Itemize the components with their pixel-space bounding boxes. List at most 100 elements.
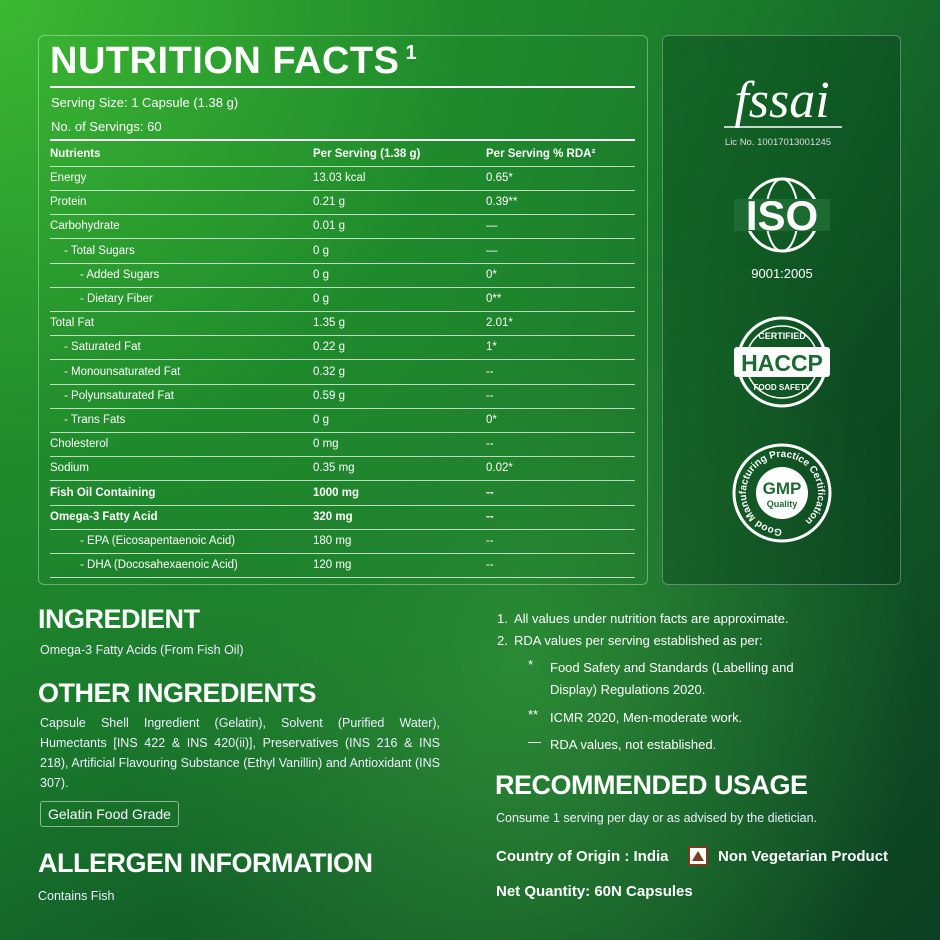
cell: 0.35 mg — [313, 462, 355, 475]
cell: Energy — [50, 172, 87, 184]
cell: 0* — [486, 414, 497, 426]
cell: - DHA (Docosahexaenoic Acid) — [80, 559, 238, 572]
note-text: All values under nutrition facts are app… — [514, 611, 789, 626]
gmp-text: GMP — [763, 479, 802, 498]
cell: - Monounsaturated Fat — [64, 365, 181, 378]
title-text: NUTRITION FACTS — [50, 40, 400, 82]
header-cell: Nutrients — [50, 148, 101, 160]
serving-size: Serving Size: 1 Capsule (1.38 g) — [51, 95, 239, 110]
cell: 1.35 g — [313, 317, 345, 330]
cell: - Total Sugars — [64, 244, 135, 257]
cell: 0** — [486, 293, 502, 305]
note-text: RDA values per serving established as pe… — [514, 633, 763, 648]
note-text: Food Safety and Standards (Labelling and… — [550, 660, 794, 697]
cell: 1* — [486, 341, 497, 354]
allergen-text: Contains Fish — [38, 889, 115, 903]
note-marker: 1. — [497, 611, 508, 626]
table-row: - Total Sugars 0 g — — [50, 239, 635, 264]
cell: 0.01 g — [313, 220, 345, 233]
cell: 0 g — [313, 293, 329, 305]
allergen-title: ALLERGEN INFORMATION — [38, 848, 373, 878]
note-text: RDA values, not established. — [550, 737, 717, 752]
cell: -- — [486, 486, 494, 499]
table-row: Fish Oil Containing 1000 mg -- — [50, 481, 635, 506]
cell: - Polyunsaturated Fat — [64, 389, 174, 402]
diet: Non Vegetarian Product — [718, 848, 889, 865]
quantity: Net Quantity: 60N Capsules — [496, 883, 693, 900]
note-marker: 2. — [497, 633, 508, 648]
cell: - EPA (Eicosapentaenoic Acid) — [80, 535, 236, 547]
fssai-license: Lic No. 10017013001245 — [725, 137, 831, 148]
cell: 0.65* — [486, 172, 513, 184]
cell: 0.32 g — [313, 365, 345, 378]
cell: 0 mg — [313, 438, 339, 451]
ingredient-text: Omega-3 Fatty Acids (From Fish Oil) — [40, 643, 244, 657]
cell: -- — [486, 535, 494, 547]
cell: 0.59 g — [313, 389, 345, 402]
table-row: - Added Sugars 0 g 0* — [50, 263, 635, 288]
cell: Fish Oil Containing — [50, 486, 156, 499]
gmp-sub: Quality — [767, 499, 798, 509]
cell: -- — [486, 389, 494, 402]
cell: 0.22 g — [313, 341, 345, 354]
servings: No. of Servings: 60 — [51, 119, 162, 134]
cell: Carbohydrate — [50, 220, 120, 233]
cell: - Saturated Fat — [64, 341, 141, 354]
fssai-logo: fssai — [734, 72, 829, 129]
table-row: - EPA (Eicosapentaenoic Acid) 180 mg -- — [50, 529, 635, 554]
note-marker: * — [528, 657, 534, 672]
table-row: Sodium 0.35 mg 0.02* — [50, 456, 635, 482]
cell: Total Fat — [50, 317, 95, 330]
nutrition-title: NUTRITION FACTS 1 — [50, 40, 417, 83]
table-row: Energy 13.03 kcal 0.65* — [50, 166, 635, 191]
other-ingredients-title: OTHER INGREDIENTS — [38, 678, 317, 708]
cell: - Added Sugars — [80, 268, 160, 281]
cell: 120 mg — [313, 559, 352, 572]
cell: - Trans Fats — [64, 414, 126, 426]
header-cell: Per Serving (1.38 g) — [313, 148, 421, 160]
gmp-logo: Good Manufacturing Practice Certificatio… — [732, 443, 832, 543]
cell: 1000 mg — [313, 486, 360, 499]
iso-logo: ISO — [734, 177, 830, 253]
usage-text: Consume 1 serving per day or as advised … — [496, 811, 818, 825]
table-row: - Monounsaturated Fat 0.32 g -- — [50, 360, 635, 385]
table-row: Total Fat 1.35 g 2.01* — [50, 311, 635, 337]
certifications: fssai Lic No. 10017013001245 ISO 9001:20… — [724, 72, 842, 543]
cell: — — [486, 244, 498, 257]
cell: 0.39** — [486, 196, 518, 209]
table-row: - DHA (Docosahexaenoic Acid) 120 mg -- — [50, 553, 635, 579]
cell: — — [486, 220, 498, 233]
table-header: Nutrients Per Serving (1.38 g) Per Serving… — [50, 142, 635, 167]
table-row: Omega-3 Fatty Acid 320 mg -- — [50, 505, 635, 530]
table-row: Protein 0.21 g 0.39** — [50, 190, 635, 216]
usage-title: RECOMMENDED USAGE — [495, 770, 808, 800]
ingredient-title: INGREDIENT — [38, 604, 200, 634]
non-veg-symbol — [688, 846, 708, 866]
cell: 180 mg — [313, 535, 352, 547]
note-marker: ** — [528, 707, 539, 722]
cell: -- — [486, 510, 494, 523]
header-cell: Per Serving % RDA² — [486, 148, 596, 160]
table-row: - Dietary Fiber 0 g 0** — [50, 287, 635, 312]
cell: 0.21 g — [313, 196, 345, 209]
note-text: ICMR 2020, Men-moderate work. — [550, 710, 743, 725]
title-note: 1 — [405, 42, 418, 65]
rule — [50, 139, 635, 141]
cell: 0 g — [313, 268, 329, 281]
table-row: - Polyunsaturated Fat 0.59 g -- — [50, 384, 635, 409]
table-row: Carbohydrate 0.01 g — — [50, 214, 635, 240]
table-row: - Trans Fats 0 g 0* — [50, 408, 635, 433]
cell: 0* — [486, 268, 497, 281]
cell: -- — [486, 365, 494, 378]
haccp-logo: CERTIFIED HACCP FOOD SAFETY — [734, 316, 830, 408]
cell: 0 g — [313, 414, 329, 426]
other-ingredients-text: Capsule Shell Ingredient (Gelatin), Solv… — [40, 716, 440, 790]
note-marker: — — [528, 734, 541, 749]
iso-text: ISO — [746, 192, 818, 239]
badge: Gelatin Food Grade — [40, 801, 179, 827]
origin: Country of Origin : India — [496, 848, 669, 865]
table-row: Cholesterol 0 mg -- — [50, 432, 635, 458]
cell: Protein — [50, 196, 87, 209]
cell: -- — [486, 559, 494, 572]
